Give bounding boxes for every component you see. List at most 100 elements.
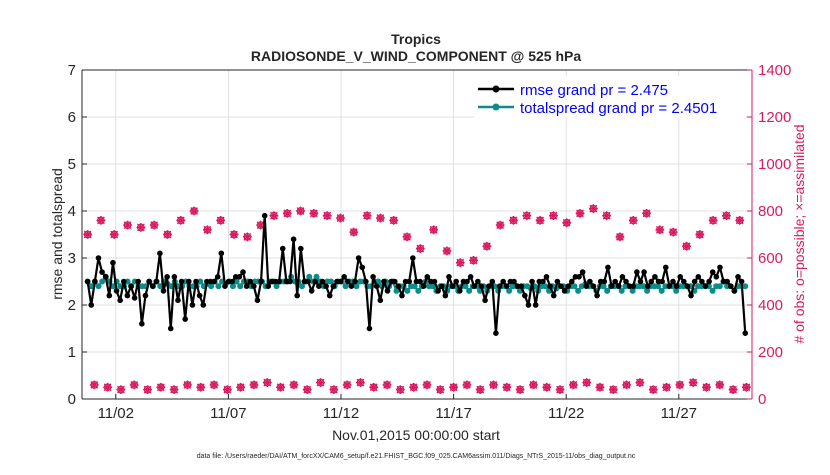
obs-assimilated-point xyxy=(695,230,705,239)
y-right-tick-label-1400: 1400 xyxy=(758,62,791,79)
totalspread-point xyxy=(99,278,106,285)
obs-assimilated-point xyxy=(183,380,192,390)
rmse-point xyxy=(186,278,192,285)
rmse-point xyxy=(106,292,113,299)
obs-assimilated-point xyxy=(329,385,339,394)
obs-assimilated-point xyxy=(143,385,152,394)
obs-assimilated-point xyxy=(555,385,565,394)
rmse-point xyxy=(529,278,535,285)
y-left-tick-label-6: 6 xyxy=(68,109,76,126)
rmse-point xyxy=(496,283,503,290)
rmse-point xyxy=(84,278,91,285)
rmse-point xyxy=(601,278,608,285)
rmse-point xyxy=(110,259,116,266)
rmse-point xyxy=(323,283,329,290)
rmse-point xyxy=(666,283,673,290)
obs-assimilated-point xyxy=(662,382,671,392)
totalspread-point xyxy=(342,283,349,290)
rmse-point xyxy=(142,292,149,299)
rmse-point xyxy=(511,278,517,285)
rmse-point xyxy=(279,245,286,252)
y-right-tick-label-0: 0 xyxy=(758,391,766,408)
totalspread-point xyxy=(716,283,723,290)
rmse-point xyxy=(171,274,178,280)
obs-assimilated-point xyxy=(109,230,119,239)
obs-assimilated-point xyxy=(549,211,558,221)
obs-assimilated-point xyxy=(249,380,259,390)
obs-assimilated-point xyxy=(302,385,312,394)
rmse-point xyxy=(251,283,257,290)
y-left-tick-label-3: 3 xyxy=(68,250,76,267)
obs-assimilated-point xyxy=(722,211,731,221)
rmse-point xyxy=(662,264,669,271)
rmse-point xyxy=(348,283,355,290)
y-right-tick-label-400: 400 xyxy=(758,297,783,314)
obs-assimilated-point xyxy=(256,220,266,230)
obs-assimilated-point xyxy=(389,216,399,225)
rmse-point xyxy=(222,283,228,290)
obs-assimilated-point xyxy=(668,227,678,237)
y-left-tick-label-1: 1 xyxy=(68,344,76,361)
rmse-point xyxy=(120,278,127,285)
rmse-point xyxy=(131,295,138,301)
rmse-point xyxy=(377,297,384,304)
y-left-tick-label-7: 7 xyxy=(68,62,76,79)
rmse-point xyxy=(211,278,217,285)
obs-assimilated-point xyxy=(455,258,465,268)
legend-rmse-label: rmse grand pr = 2.475 xyxy=(520,82,668,99)
rmse-point xyxy=(547,283,553,290)
rmse-point xyxy=(558,283,564,290)
rmse-point xyxy=(95,255,102,261)
rmse-point xyxy=(420,283,427,290)
obs-assimilated-point xyxy=(362,211,372,221)
rmse-point xyxy=(113,288,120,294)
obs-assimilated-point xyxy=(236,382,246,392)
rmse-point xyxy=(612,278,618,285)
totalspread-point xyxy=(629,287,636,294)
x-tick-label-11/27: 11/27 xyxy=(661,405,697,422)
rmse-point xyxy=(489,278,496,285)
y-right-tick-label-600: 600 xyxy=(758,250,783,267)
rmse-point xyxy=(565,283,571,290)
x-tick-label-11/07: 11/07 xyxy=(210,405,246,422)
rmse-point xyxy=(149,283,156,290)
obs-assimilated-point xyxy=(615,232,625,242)
obs-assimilated-point xyxy=(675,380,685,390)
obs-assimilated-point xyxy=(608,385,618,394)
obs-assimilated-point xyxy=(289,380,299,390)
obs-assimilated-point xyxy=(682,241,691,251)
totalspread-point xyxy=(575,287,582,294)
obs-count-markers xyxy=(83,204,751,394)
obs-assimilated-point xyxy=(415,244,425,253)
rmse-point xyxy=(316,283,322,290)
totalspread-point xyxy=(709,287,716,294)
rmse-point xyxy=(337,278,344,285)
rmse-point xyxy=(485,283,492,290)
obs-assimilated-point xyxy=(369,382,379,392)
rmse-point xyxy=(554,278,561,285)
rmse-point xyxy=(442,292,449,299)
obs-assimilated-point xyxy=(209,380,219,390)
rmse-point xyxy=(518,283,525,290)
obs-assimilated-point xyxy=(495,220,505,230)
totalspread-point xyxy=(640,283,647,290)
rmse-point xyxy=(391,278,398,285)
y-axis-right-label: # of obs: o=possible; ×=assimilated xyxy=(791,124,807,343)
totalspread-point xyxy=(215,283,222,290)
obs-assimilated-point xyxy=(409,382,419,392)
rmse-point xyxy=(691,278,698,285)
totalspread-point xyxy=(429,283,436,290)
rmse-point xyxy=(214,274,221,280)
obs-assimilated-point xyxy=(96,216,106,225)
obs-assimilated-point xyxy=(529,380,538,390)
series-lines xyxy=(84,212,749,337)
obs-assimilated-point xyxy=(336,213,345,223)
rmse-point xyxy=(438,283,445,290)
rmse-point xyxy=(200,302,207,308)
rmse-point xyxy=(218,250,225,257)
obs-assimilated-point xyxy=(469,255,478,265)
rmse-point xyxy=(594,292,600,299)
rmse-point xyxy=(175,297,181,304)
obs-assimilated-point xyxy=(316,378,325,387)
rmse-point xyxy=(449,283,456,290)
